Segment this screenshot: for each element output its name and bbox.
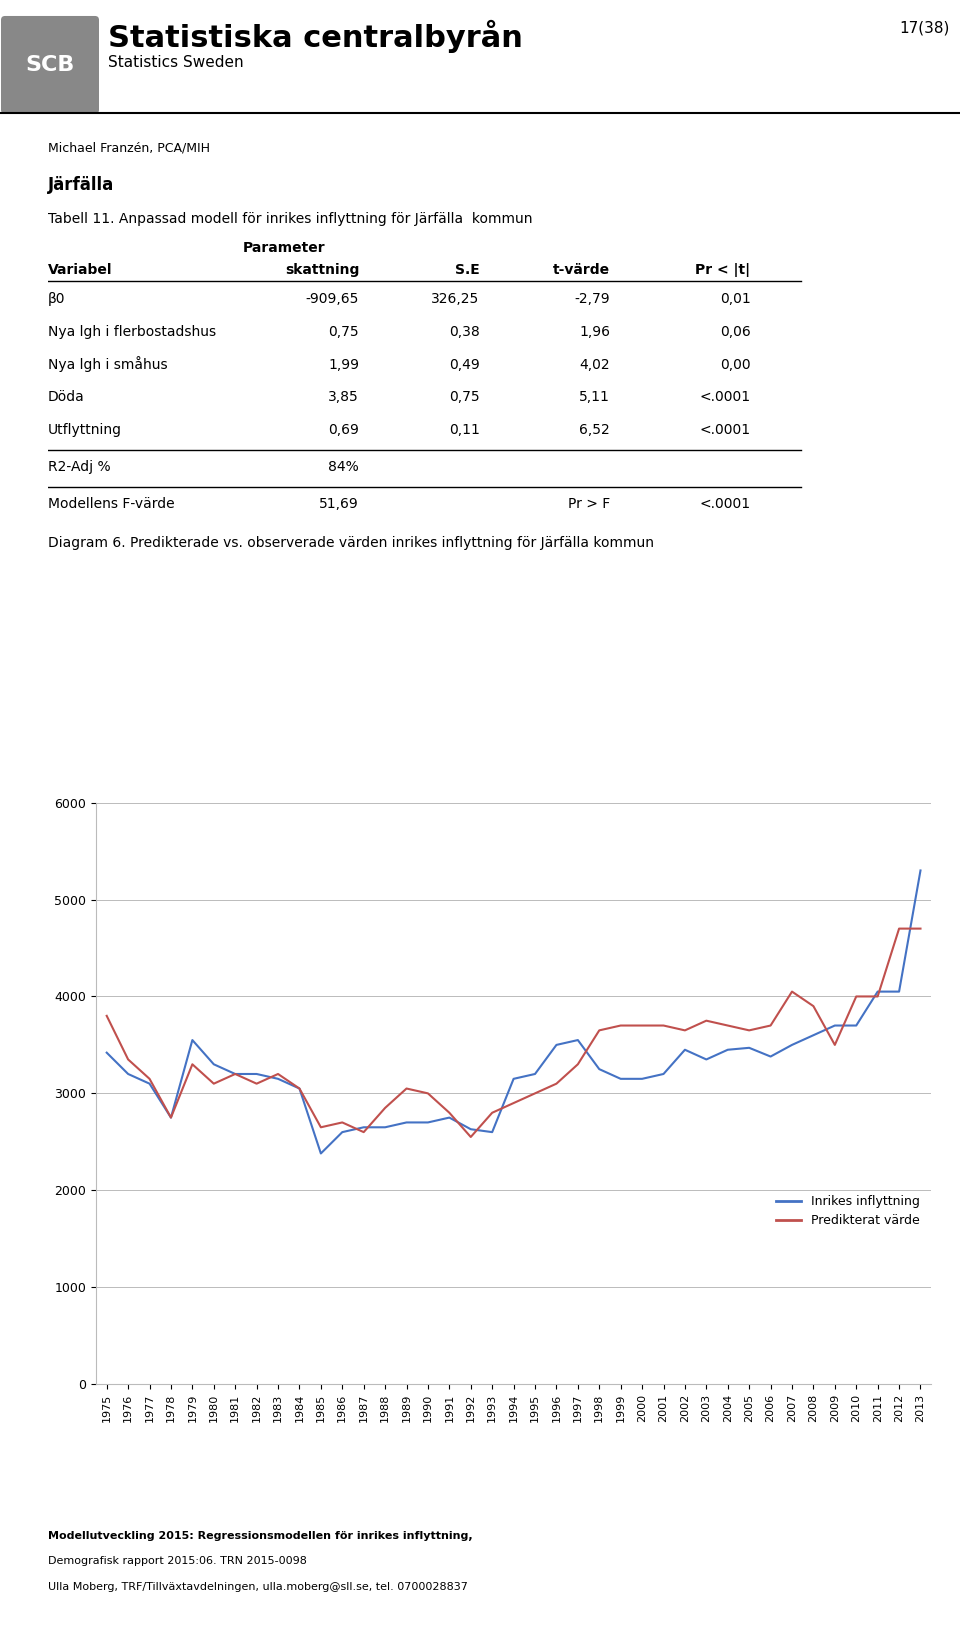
Text: Ulla Moberg, TRF/Tillväxtavdelningen, ulla.moberg@sll.se, tel. 0700028837: Ulla Moberg, TRF/Tillväxtavdelningen, ul…: [48, 1582, 468, 1592]
Text: Modellutveckling 2015: Regressionsmodellen för inrikes inflyttning,: Modellutveckling 2015: Regressionsmodell…: [48, 1532, 472, 1541]
Text: t-värde: t-värde: [553, 264, 610, 277]
Text: 0,11: 0,11: [448, 423, 480, 437]
Text: 0,01: 0,01: [720, 292, 751, 306]
Text: 17(38): 17(38): [900, 20, 950, 36]
Text: Parameter: Parameter: [243, 241, 325, 256]
Text: Nya lgh i småhus: Nya lgh i småhus: [48, 355, 168, 372]
Text: 51,69: 51,69: [320, 496, 359, 511]
Text: Diagram 6. Predikterade vs. observerade värden inrikes inflyttning för Järfälla : Diagram 6. Predikterade vs. observerade …: [48, 536, 654, 550]
Text: <.0001: <.0001: [700, 496, 751, 511]
Text: -2,79: -2,79: [574, 292, 610, 306]
Text: Döda: Döda: [48, 390, 84, 405]
Text: Pr < |t|: Pr < |t|: [695, 264, 751, 277]
Text: 3,85: 3,85: [328, 390, 359, 405]
Text: 0,06: 0,06: [720, 324, 751, 339]
Text: β0: β0: [48, 292, 65, 306]
Text: Michael Franzén, PCA/MIH: Michael Franzén, PCA/MIH: [48, 141, 210, 154]
Text: Nya lgh i flerbostadshus: Nya lgh i flerbostadshus: [48, 324, 216, 339]
Text: <.0001: <.0001: [700, 423, 751, 437]
Text: 326,25: 326,25: [431, 292, 480, 306]
Text: 4,02: 4,02: [580, 357, 610, 372]
Text: 0,38: 0,38: [449, 324, 480, 339]
Text: -909,65: -909,65: [305, 292, 359, 306]
FancyBboxPatch shape: [1, 16, 99, 113]
Text: skattning: skattning: [285, 264, 359, 277]
Text: 0,69: 0,69: [328, 423, 359, 437]
Text: Statistics Sweden: Statistics Sweden: [108, 56, 244, 70]
Text: 5,11: 5,11: [579, 390, 610, 405]
Text: 0,49: 0,49: [449, 357, 480, 372]
Text: Demografisk rapport 2015:06. TRN 2015-0098: Demografisk rapport 2015:06. TRN 2015-00…: [48, 1556, 307, 1566]
Text: 1,99: 1,99: [328, 357, 359, 372]
Text: 84%: 84%: [328, 460, 359, 473]
Text: 0,75: 0,75: [449, 390, 480, 405]
Text: Järfälla: Järfälla: [48, 177, 114, 195]
Text: 0,75: 0,75: [328, 324, 359, 339]
Text: Tabell 11. Anpassad modell för inrikes inflyttning för Järfälla  kommun: Tabell 11. Anpassad modell för inrikes i…: [48, 213, 533, 226]
Text: Statistiska centralbyrån: Statistiska centralbyrån: [108, 20, 523, 52]
Text: 6,52: 6,52: [579, 423, 610, 437]
Text: <.0001: <.0001: [700, 390, 751, 405]
Text: Pr > F: Pr > F: [567, 496, 610, 511]
Text: S.E: S.E: [455, 264, 480, 277]
Text: R2-Adj %: R2-Adj %: [48, 460, 110, 473]
Legend: Inrikes inflyttning, Predikterat värde: Inrikes inflyttning, Predikterat värde: [771, 1191, 924, 1232]
Text: Utflyttning: Utflyttning: [48, 423, 122, 437]
Text: Modellens F-värde: Modellens F-värde: [48, 496, 175, 511]
Text: Variabel: Variabel: [48, 264, 112, 277]
Text: SCB: SCB: [25, 56, 75, 75]
Text: 1,96: 1,96: [579, 324, 610, 339]
Text: 0,00: 0,00: [720, 357, 751, 372]
